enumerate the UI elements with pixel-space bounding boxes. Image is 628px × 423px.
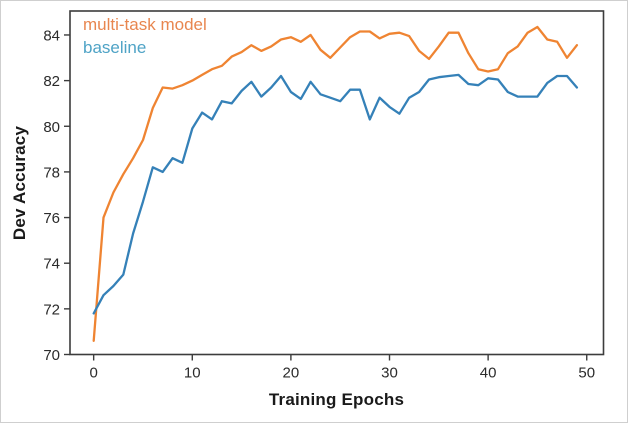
x-tick-label: 20 <box>283 365 300 382</box>
series-line-1 <box>92 73 579 315</box>
y-tick-label: 70 <box>43 347 60 364</box>
plot-border <box>69 10 605 356</box>
y-tick-label: 72 <box>43 301 60 318</box>
y-tick-label: 76 <box>43 210 60 227</box>
y-tick-label: 74 <box>43 256 60 273</box>
x-tick-label: 0 <box>89 365 97 382</box>
x-tick-label: 50 <box>578 365 595 382</box>
legend: multi-task model baseline <box>83 13 207 59</box>
legend-item-baseline: baseline <box>83 38 147 57</box>
y-tick-label: 82 <box>43 73 60 90</box>
y-axis-title: Dev Accuracy <box>10 125 29 241</box>
x-tick-label: 40 <box>480 365 497 382</box>
y-tick-label: 78 <box>43 164 60 181</box>
y-tick-label: 80 <box>43 119 60 136</box>
x-tick-label: 30 <box>381 365 398 382</box>
x-tick-label: 10 <box>184 365 201 382</box>
y-tick-label: 84 <box>43 27 60 44</box>
legend-item-multi-task-model: multi-task model <box>83 15 207 34</box>
x-axis-title: Training Epochs <box>268 390 405 409</box>
series-line-0 <box>92 25 579 342</box>
